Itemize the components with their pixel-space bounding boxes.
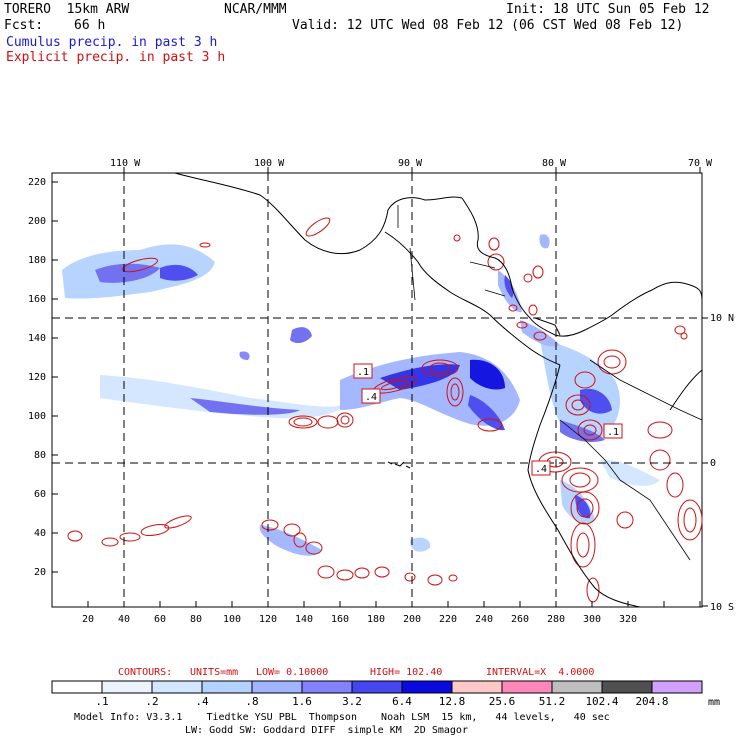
x-tick: 300 xyxy=(583,614,602,625)
lon-label: 100 W xyxy=(254,158,285,169)
marker-3: .1 xyxy=(607,427,619,438)
colorbar-label: .2 xyxy=(145,695,159,708)
contours-low: LOW= 0.10000 xyxy=(256,667,329,678)
model-info: Model Info: V3.3.1 Tiedtke YSU PBL Thomp… xyxy=(74,712,610,723)
explicit-precip-contours xyxy=(67,217,703,603)
colorbar-label: 6.4 xyxy=(392,695,412,708)
colorbar-label: .8 xyxy=(245,695,259,708)
colorbar-label: 3.2 xyxy=(342,695,362,708)
lon-label: 70 W xyxy=(688,158,713,169)
colorbar-cell xyxy=(251,680,303,694)
y-tick: 120 xyxy=(28,372,47,383)
contours-high: HIGH= 102.40 xyxy=(370,667,443,678)
x-tick: 260 xyxy=(511,614,530,625)
lat-label: 0 xyxy=(710,458,717,469)
x-tick: 20 xyxy=(82,614,95,625)
colorbar-cell xyxy=(201,680,253,694)
value-markers: .1 .4 .1 .4 xyxy=(353,363,623,476)
y-tick: 160 xyxy=(28,294,47,305)
colorbar-label: 12.8 xyxy=(438,695,466,708)
legend-explicit: Explicit precip. in past 3 h xyxy=(6,50,226,65)
colorbar-cell xyxy=(601,680,653,694)
colorbar xyxy=(51,680,703,694)
colorbar-label: 1.6 xyxy=(292,695,312,708)
legend-cumulus: Cumulus precip. in past 3 h xyxy=(6,35,218,50)
colorbar-cell xyxy=(351,680,403,694)
model-name: TORERO 15km ARW xyxy=(4,2,130,17)
colorbar-cell xyxy=(501,680,553,694)
y-tick: 220 xyxy=(28,177,47,188)
contours-units: UNITS=mm xyxy=(190,667,239,678)
colorbar-unit: mm xyxy=(708,697,721,708)
y-tick: 180 xyxy=(28,255,47,266)
x-tick: 320 xyxy=(619,614,638,625)
colorbar-cell xyxy=(401,680,453,694)
y-tick: 80 xyxy=(34,450,47,461)
x-tick: 240 xyxy=(475,614,494,625)
colorbar-label: 51.2 xyxy=(538,695,566,708)
colorbar-cell xyxy=(651,680,703,694)
organization: NCAR/MMM xyxy=(224,2,287,17)
colorbar-cell xyxy=(101,680,153,694)
x-tick: 60 xyxy=(154,614,167,625)
lat-label: 10 S xyxy=(710,602,735,613)
marker-4: .4 xyxy=(535,464,547,475)
y-tick: 20 xyxy=(34,567,47,578)
x-tick: 80 xyxy=(190,614,203,625)
colorbar-label: .4 xyxy=(195,695,209,708)
cumulus-precip-shading xyxy=(62,234,660,556)
lon-label: 110 W xyxy=(110,158,141,169)
x-tick: 120 xyxy=(259,614,278,625)
colorbar-label: 102.4 xyxy=(585,695,619,708)
x-tick: 40 xyxy=(118,614,131,625)
x-tick: 180 xyxy=(367,614,386,625)
valid-time: Valid: 12 UTC Wed 08 Feb 12 (06 CST Wed … xyxy=(292,18,684,33)
x-tick: 100 xyxy=(223,614,242,625)
forecast-label: Fcst: xyxy=(4,18,44,33)
colorbar-cell xyxy=(151,680,203,694)
init-time: Init: 18 UTC Sun 05 Feb 12 xyxy=(506,2,710,17)
colorbar-label: 25.6 xyxy=(488,695,516,708)
lon-label: 90 W xyxy=(398,158,423,169)
country-borders xyxy=(397,205,703,561)
colorbar-label: 204.8 xyxy=(635,695,669,708)
y-tick: 100 xyxy=(28,411,47,422)
x-tick: 280 xyxy=(547,614,566,625)
contours-interval: INTERVAL=X 4.0000 xyxy=(486,667,595,678)
marker-1: .1 xyxy=(357,367,369,378)
lon-label: 80 W xyxy=(542,158,567,169)
forecast-hours: 66 h xyxy=(74,18,106,33)
axis-ticks xyxy=(52,167,708,607)
y-tick: 60 xyxy=(34,489,47,500)
y-tick: 140 xyxy=(28,333,47,344)
x-tick: 160 xyxy=(331,614,350,625)
colorbar-cell xyxy=(51,680,103,694)
y-tick: 40 xyxy=(34,528,47,539)
colorbar-cell xyxy=(451,680,503,694)
x-tick: 200 xyxy=(403,614,422,625)
x-tick: 140 xyxy=(295,614,314,625)
colorbar-cell xyxy=(551,680,603,694)
y-tick: 200 xyxy=(28,216,47,227)
physics-info: LW: Godd SW: Goddard DIFF simple KM 2D S… xyxy=(185,725,468,736)
colorbar-label: .1 xyxy=(95,695,109,708)
contours-label: CONTOURS: xyxy=(118,667,173,678)
marker-2: .4 xyxy=(365,392,377,403)
x-tick: 220 xyxy=(439,614,458,625)
colorbar-cell xyxy=(301,680,353,694)
lat-label: 10 N xyxy=(710,313,735,324)
graticule xyxy=(52,173,702,607)
